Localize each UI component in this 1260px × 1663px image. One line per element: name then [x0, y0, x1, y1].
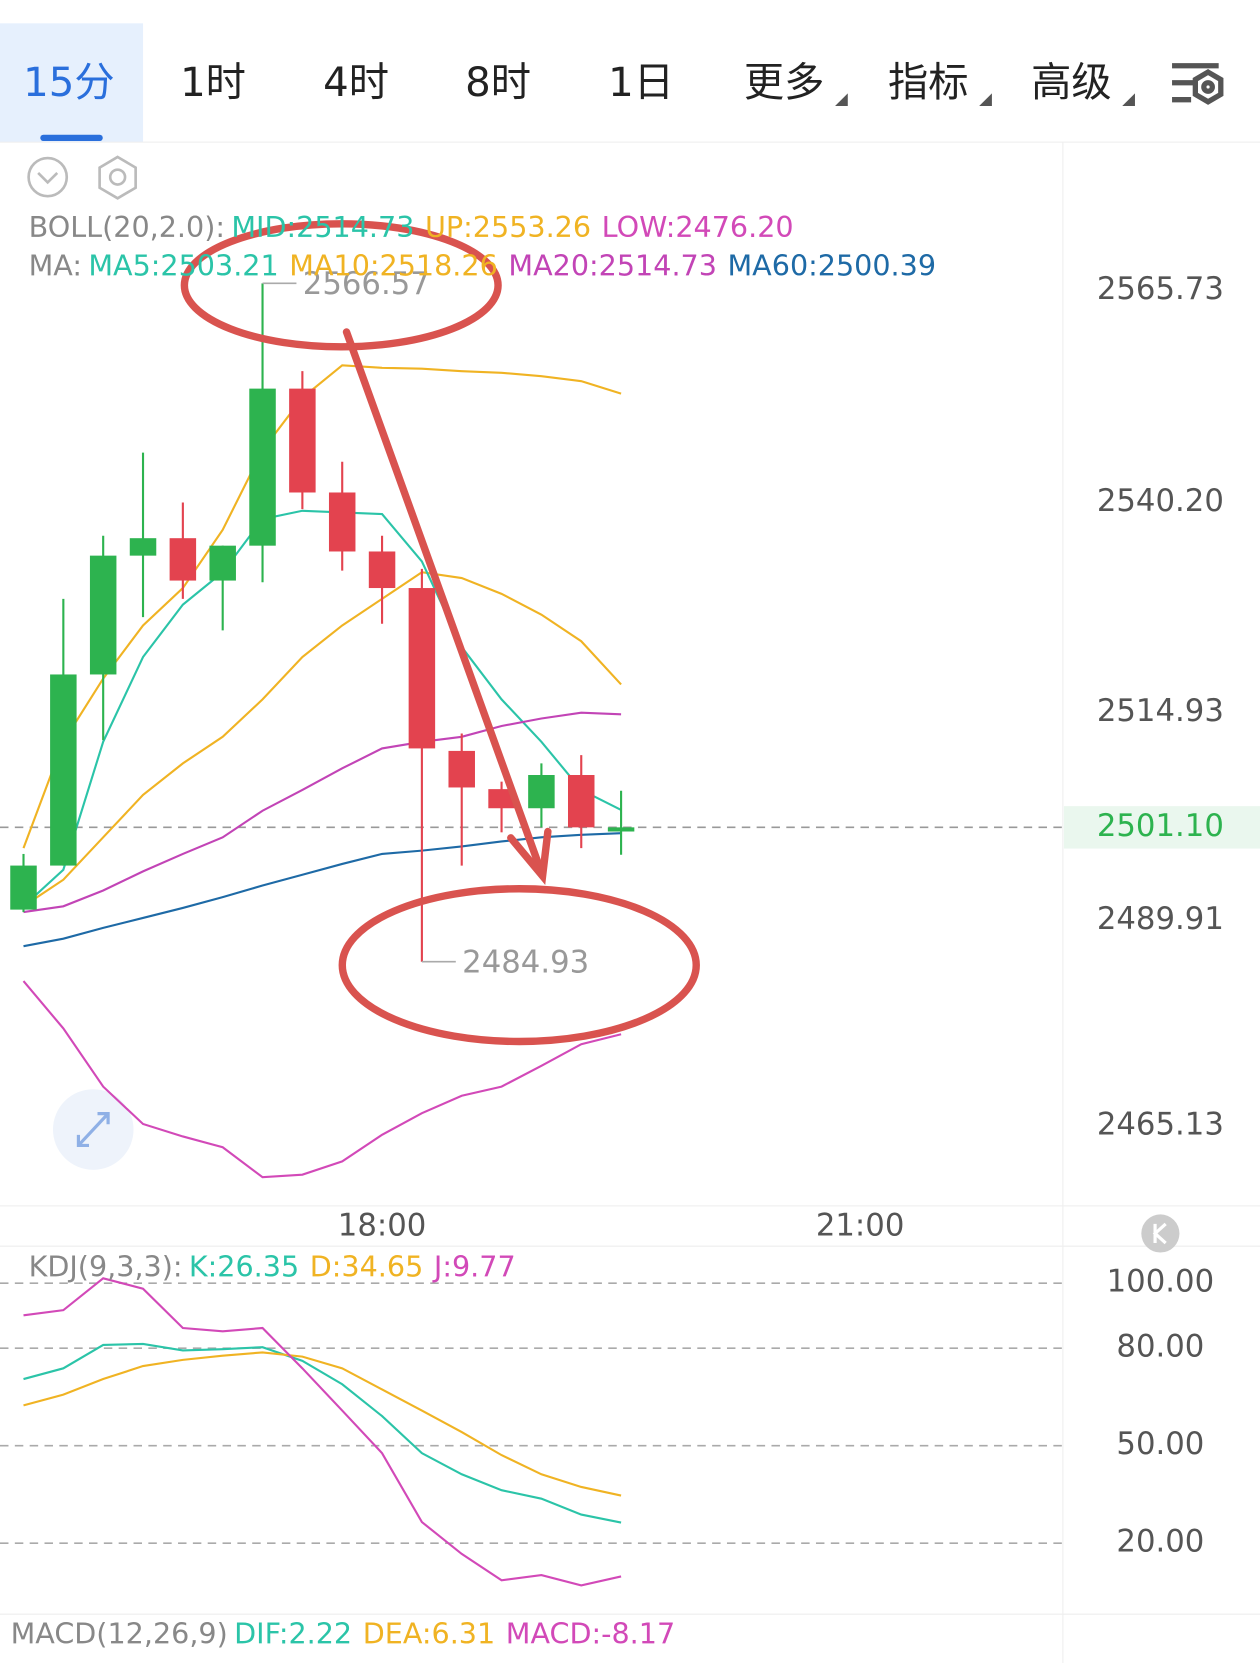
extreme-label: 2484.93 — [462, 944, 589, 980]
tab[interactable]: 更多 — [744, 60, 824, 106]
series-line — [23, 1351, 622, 1497]
active-tab-bg — [0, 23, 144, 143]
y-tick-label: 2465.13 — [1097, 1107, 1224, 1143]
y-tick-label: 100.00 — [1107, 1264, 1215, 1300]
series-line — [22, 364, 622, 849]
legend-title: KDJ(9,3,3): — [29, 1249, 183, 1283]
last-price-tag — [1063, 806, 1260, 849]
series-line — [23, 1342, 622, 1524]
candle-body — [328, 492, 356, 552]
main-plot: 2565.73 2540.20 2514.93 2489.91 2465.13 2501.… — [0, 266, 1260, 1179]
candle-body — [448, 750, 475, 788]
legend-item: DEA:6.31 — [363, 1616, 495, 1650]
tab[interactable]: 15分 — [23, 60, 114, 106]
candle-body — [567, 775, 595, 828]
candle-body — [368, 551, 396, 589]
legend-item: MACD:-8.17 — [506, 1616, 675, 1650]
series-line — [22, 509, 622, 908]
candle-body — [408, 588, 436, 749]
hexagon-icon[interactable] — [98, 155, 137, 200]
y-tick-label: 2489.91 — [1097, 901, 1224, 937]
tab[interactable]: 指标 — [888, 60, 968, 106]
series-line — [23, 711, 622, 914]
y-tick-label: 2514.93 — [1097, 693, 1224, 729]
legend-item: UP:2553.26 — [425, 210, 591, 244]
legend-row: BOLL(20,2.0): MID:2514.73 UP:2553.26 LOW:24… — [29, 210, 794, 244]
hand-drawn-annotation — [180, 220, 700, 1046]
candle-body — [169, 538, 197, 581]
series-line — [23, 1277, 622, 1587]
legend-row: MA: MA5:2503.21 MA10:2518.26 MA20:2514.73 MA… — [29, 248, 936, 282]
legend-row: MACD(12,26,9) DIF:2.22 DEA:6.31 MACD:-8.17 — [11, 1616, 676, 1650]
legend-title: MACD(12,26,9) — [11, 1616, 228, 1650]
extreme-label: 2566.57 — [303, 266, 430, 302]
candle-body — [249, 388, 276, 546]
x-tick-label: 21:00 — [816, 1208, 905, 1244]
candle-body — [607, 827, 635, 832]
tab[interactable]: 高级 — [1031, 60, 1111, 106]
candle-body — [89, 555, 117, 675]
candle-body — [209, 545, 236, 581]
candle-body — [129, 538, 157, 556]
collapse-icon[interactable] — [27, 156, 69, 198]
tab[interactable]: 4时 — [323, 60, 389, 106]
series-line — [22, 980, 622, 1179]
legend-item: MA5:2503.21 — [88, 248, 278, 282]
legend-title: MA: — [29, 248, 82, 282]
series-line — [22, 571, 622, 908]
k-button[interactable] — [1141, 1214, 1180, 1253]
series-line — [23, 832, 622, 948]
legend-item: DIF:2.22 — [234, 1616, 352, 1650]
candle-body — [528, 775, 555, 809]
kdj-plot: 100.00 80.00 50.00 20.00 — [0, 1264, 1215, 1587]
legend-title: BOLL(20,2.0): — [29, 210, 225, 244]
y-tick-label: 80.00 — [1116, 1329, 1204, 1365]
candle-body — [10, 865, 37, 910]
legend-item: J:9.77 — [432, 1249, 516, 1283]
x-tick-label: 18:00 — [338, 1208, 427, 1244]
tab[interactable]: 1日 — [608, 60, 674, 106]
tab-bar: 15分 1时 4时 8时 1日 更多 指标 高级 — [23, 60, 1135, 107]
candle-body — [488, 789, 515, 809]
settings-icon[interactable] — [1172, 63, 1224, 105]
tab[interactable]: 8时 — [465, 60, 531, 106]
legend-item: D:34.65 — [310, 1249, 424, 1283]
y-tick-label: 50.00 — [1116, 1426, 1204, 1462]
tab[interactable]: 1时 — [180, 60, 246, 106]
legend-item: MA60:2500.39 — [728, 248, 937, 282]
active-tab-underline — [40, 134, 103, 142]
y-tick-label: 2540.20 — [1097, 483, 1224, 519]
legend-row: KDJ(9,3,3): K:26.35 D:34.65 J:9.77 — [29, 1249, 516, 1283]
last-price-label: 2501.10 — [1097, 808, 1224, 844]
expand-icon[interactable] — [52, 1089, 134, 1170]
legend-item: MA10:2518.26 — [289, 248, 498, 282]
legend-item: MA20:2514.73 — [508, 248, 717, 282]
candle-body — [289, 388, 316, 493]
legend-item: MID:2514.73 — [231, 210, 414, 244]
legend-item: K:26.35 — [189, 1249, 299, 1283]
y-tick-label: 2565.73 — [1097, 271, 1224, 307]
y-tick-label: 20.00 — [1116, 1524, 1204, 1560]
legend-item: LOW:2476.20 — [602, 210, 794, 244]
legends: BOLL(20,2.0): MID:2514.73 UP:2553.26 LOW:24… — [11, 210, 936, 1650]
candle-body — [50, 674, 77, 866]
